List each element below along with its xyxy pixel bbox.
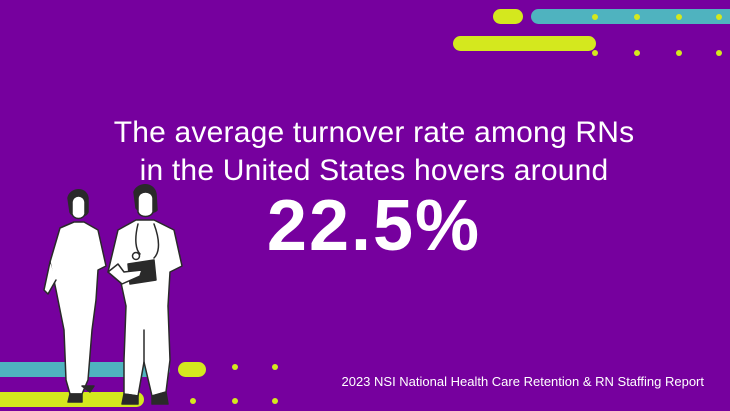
decor-dot <box>190 398 196 404</box>
decor-dot <box>272 364 278 370</box>
decor-dot <box>592 14 598 20</box>
decor-dot <box>232 364 238 370</box>
stethoscope-bell <box>131 251 141 261</box>
decor-dot <box>676 50 682 56</box>
nurse-right-arm <box>107 263 143 285</box>
decor-pill-yellow-long <box>453 36 596 51</box>
decor-dot <box>232 398 238 404</box>
nurse-left-body <box>49 221 107 395</box>
nurse-left-face <box>71 195 86 220</box>
nurse-left-shoes <box>67 385 95 403</box>
decor-dot <box>716 14 722 20</box>
nurses-illustration <box>43 184 183 405</box>
decor-dot <box>676 14 682 20</box>
turnover-rate-stat: 22.5% <box>266 186 482 266</box>
headline-line-2: in the United States hovers around <box>139 154 609 187</box>
decor-dot <box>634 14 640 20</box>
decor-dot <box>592 50 598 56</box>
decor-pill-teal-long <box>531 9 730 24</box>
nurse-left-arm <box>43 261 57 295</box>
decor-pill-yellow-short <box>493 9 523 24</box>
decor-dot <box>716 50 722 56</box>
decor-dot <box>272 398 278 404</box>
nurse-right-shoes <box>121 391 169 405</box>
decor-pill-yellow-bottom-short <box>178 362 206 377</box>
source-citation: 2023 NSI National Health Care Retention … <box>341 374 704 389</box>
stethoscope <box>135 223 160 259</box>
headline: The average turnover rate among RNs in t… <box>0 114 730 190</box>
headline-line-1: The average turnover rate among RNs <box>113 116 635 149</box>
decor-dot <box>634 50 640 56</box>
nurse-right-face <box>137 191 154 218</box>
